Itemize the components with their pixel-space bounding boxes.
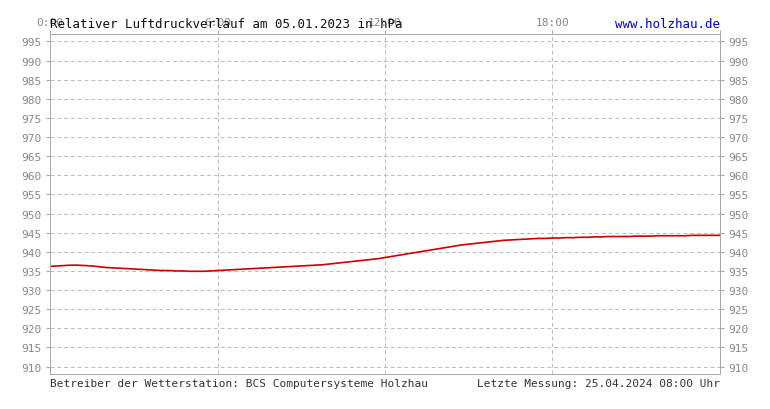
Text: www.holzhau.de: www.holzhau.de (615, 18, 720, 31)
Text: Relativer Luftdruckverlauf am 05.01.2023 in hPa: Relativer Luftdruckverlauf am 05.01.2023… (50, 18, 403, 31)
Text: Letzte Messung: 25.04.2024 08:00 Uhr: Letzte Messung: 25.04.2024 08:00 Uhr (477, 378, 720, 388)
Text: Betreiber der Wetterstation: BCS Computersysteme Holzhau: Betreiber der Wetterstation: BCS Compute… (50, 378, 428, 388)
